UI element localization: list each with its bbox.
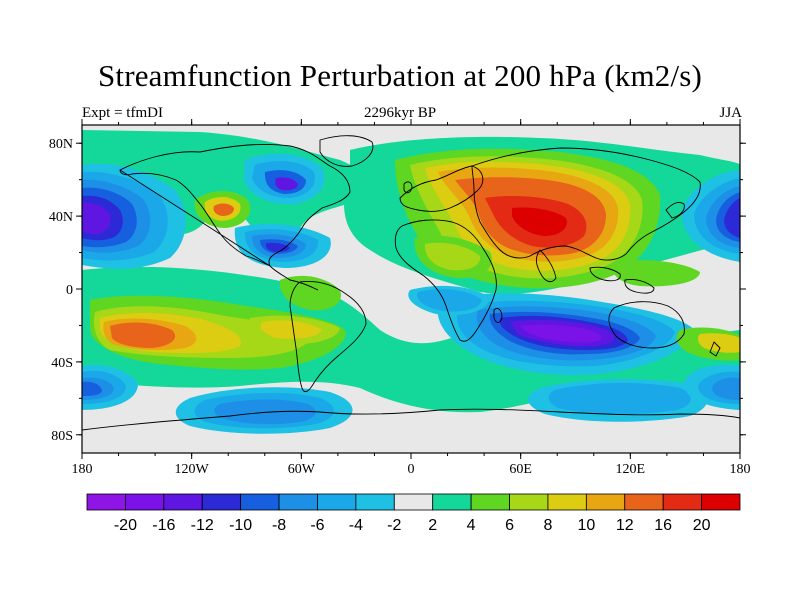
colorbar-swatch	[509, 493, 549, 511]
experiment-label: Expt = tfmDI	[82, 105, 163, 121]
colorbar-swatch	[86, 493, 126, 511]
colorbar-label: 16	[654, 517, 672, 534]
colorbar-labels: -20 -16 -12 -10 -8 -6 -4 -2 2 4 6 8 10 12 16 20	[114, 517, 711, 534]
lat-tick-label: 80S	[51, 429, 73, 444]
colorbar-swatch	[355, 493, 395, 511]
lon-tick-label: 180	[72, 462, 93, 477]
colorbar-swatch	[240, 493, 280, 511]
lon-tick-label: 60W	[288, 462, 316, 477]
colorbar-label: -2	[387, 517, 401, 534]
lon-tick-label: 120E	[616, 462, 646, 477]
colorbar-label: 20	[693, 517, 711, 534]
colorbar-swatch	[470, 493, 510, 511]
colorbar-label: 4	[467, 517, 476, 534]
lat-tick-label: 40N	[49, 210, 73, 225]
coastlines	[82, 135, 740, 431]
colorbar-swatch	[662, 493, 702, 511]
colorbar-label: -6	[310, 517, 324, 534]
time-label: 2296kyr BP	[363, 105, 437, 121]
lon-tick-label: 120W	[175, 462, 210, 477]
colorbar-swatch	[547, 493, 587, 511]
longitude-labels: 180 120W 60W 0 60E 120E 180	[72, 462, 751, 477]
colorbar-label: -16	[152, 517, 175, 534]
colorbar-swatch	[317, 493, 357, 511]
lat-tick-label: 0	[66, 283, 73, 298]
colorbar-label: -10	[229, 517, 252, 534]
colorbar-swatch	[432, 493, 472, 511]
colorbar-label: 8	[543, 517, 552, 534]
colorbar-swatch	[125, 493, 165, 511]
colorbar-label: 6	[505, 517, 514, 534]
positive-band-south-pacific	[82, 266, 740, 413]
lon-tick-label: 0	[408, 462, 415, 477]
colorbar-label: 10	[577, 517, 595, 534]
colorbar	[86, 493, 741, 511]
season-label: JJA	[719, 105, 742, 121]
lon-tick-label: 60E	[509, 462, 532, 477]
latitude-labels: 80N 40N 0 40S 80S	[49, 137, 73, 444]
colorbar-swatch	[624, 493, 664, 511]
colorbar-swatch	[393, 493, 434, 511]
colorbar-label: -20	[114, 517, 137, 534]
colorbar-swatch	[201, 493, 242, 511]
colorbar-label: 12	[616, 517, 634, 534]
colorbar-swatch	[585, 493, 626, 511]
colorbar-swatch	[701, 493, 741, 511]
contour-fields	[82, 130, 740, 434]
lon-tick-label: 180	[730, 462, 751, 477]
axis-ticks	[76, 119, 746, 459]
colorbar-label: -8	[272, 517, 286, 534]
chart-title: Streamfunction Perturbation at 200 hPa (…	[97, 58, 703, 93]
lat-tick-label: 80N	[49, 137, 73, 152]
colorbar-label: 2	[428, 517, 437, 534]
colorbar-label: -4	[349, 517, 363, 534]
colorbar-swatch	[278, 493, 318, 511]
colorbar-swatch	[163, 493, 203, 511]
lat-tick-label: 40S	[51, 356, 73, 371]
colorbar-label: -12	[191, 517, 214, 534]
